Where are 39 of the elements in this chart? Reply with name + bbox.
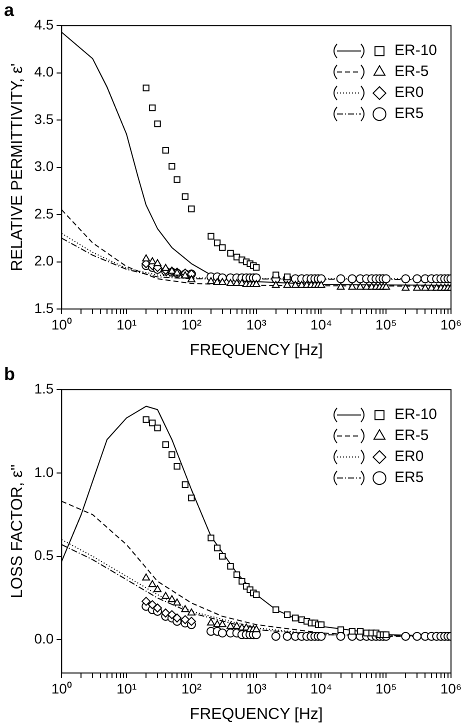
x-tick-label: 10⁴ bbox=[310, 316, 332, 332]
y-tick-label: 4.0 bbox=[34, 64, 54, 80]
y-tick-label: 2.0 bbox=[34, 252, 54, 269]
x-tick-label: 10⁵ bbox=[375, 680, 397, 696]
x-tick-label: 10⁶ bbox=[440, 680, 462, 696]
legend-label: ER-10 bbox=[394, 406, 438, 424]
legend-label: ER-5 bbox=[394, 63, 429, 80]
y-axis-title: LOSS FACTOR, ε'' bbox=[9, 464, 26, 598]
x-tick-label: 10¹ bbox=[116, 316, 138, 332]
y-axis-title: RELATIVE PERMITTIVITY, ε' bbox=[9, 63, 26, 272]
chart-title: b bbox=[4, 364, 15, 384]
y-tick-label: 1.0 bbox=[34, 464, 54, 480]
x-tick-label: 10² bbox=[181, 316, 202, 332]
x-tick-label: 10⁴ bbox=[310, 680, 332, 696]
legend-label: ER-10 bbox=[394, 42, 438, 60]
y-tick-label: 4.5 bbox=[34, 16, 54, 32]
x-tick-label: 10² bbox=[181, 680, 202, 696]
legend-label: ER5 bbox=[394, 469, 424, 486]
x-axis-title: FREQUENCY [Hz] bbox=[190, 706, 323, 723]
legend-label: ER0 bbox=[394, 448, 424, 466]
y-tick-label: 2.5 bbox=[34, 205, 54, 222]
y-tick-label: 1.5 bbox=[34, 380, 54, 396]
x-tick-label: 10⁶ bbox=[440, 316, 462, 332]
x-tick-label: 10³ bbox=[246, 680, 267, 696]
x-axis-title: FREQUENCY [Hz] bbox=[190, 342, 323, 359]
x-tick-label: 10⁰ bbox=[51, 680, 72, 696]
legend-label: ER0 bbox=[394, 84, 424, 102]
y-tick-label: 1.5 bbox=[34, 300, 54, 316]
chart-title: a bbox=[4, 0, 15, 20]
y-tick-label: 3.5 bbox=[34, 110, 54, 127]
legend-label: ER-5 bbox=[394, 427, 429, 444]
legend-label: ER5 bbox=[394, 105, 424, 122]
y-tick-label: 0.0 bbox=[34, 630, 54, 647]
x-tick-label: 10⁰ bbox=[51, 316, 72, 332]
x-tick-label: 10⁵ bbox=[375, 316, 397, 332]
y-tick-label: 0.5 bbox=[34, 547, 54, 564]
y-tick-label: 3.0 bbox=[34, 158, 54, 174]
x-tick-label: 10³ bbox=[246, 316, 267, 332]
x-tick-label: 10¹ bbox=[116, 680, 138, 696]
